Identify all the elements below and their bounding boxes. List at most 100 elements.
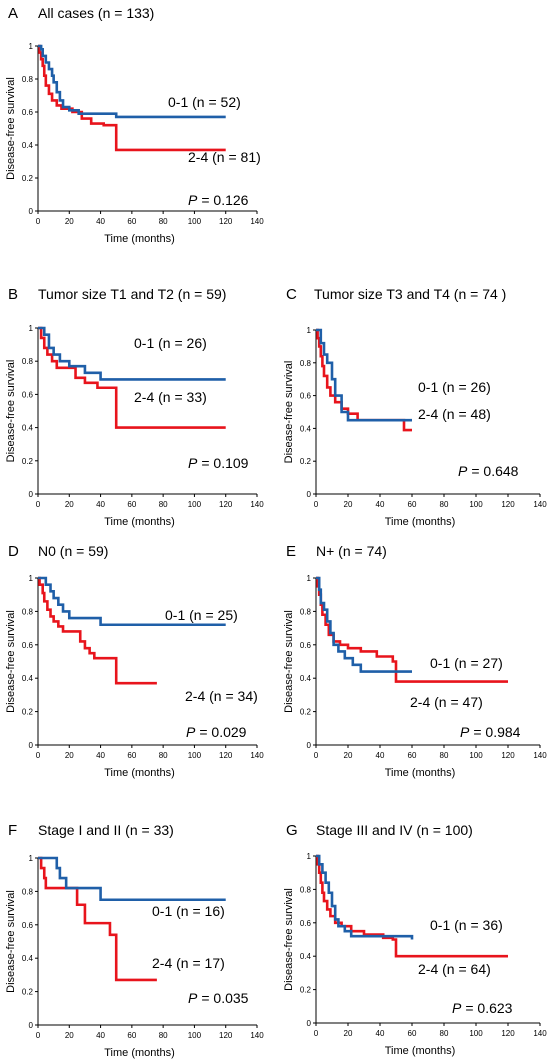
- p-value-symbol: P: [452, 1000, 462, 1016]
- y-axis-label: Disease-free survival: [283, 610, 295, 713]
- p-value: P = 0.109: [188, 455, 249, 471]
- panel-title: N+ (n = 74): [316, 543, 387, 559]
- x-tick-label: 40: [376, 1029, 385, 1038]
- y-tick-label: 1: [29, 854, 34, 863]
- panel-title: All cases (n = 133): [38, 5, 154, 21]
- y-tick-label: 0.6: [22, 641, 34, 650]
- p-value-number: = 0.109: [201, 455, 248, 471]
- x-tick-label: 60: [408, 751, 417, 760]
- y-tick-label: 0.6: [300, 641, 312, 650]
- x-tick-label: 80: [440, 751, 449, 760]
- survival-curve-score-0-1: [38, 856, 226, 902]
- y-axis-label: Disease-free survival: [283, 361, 295, 464]
- x-tick-label: 40: [376, 500, 385, 509]
- p-value: P = 0.126: [188, 192, 249, 208]
- x-axis-label: Time (months): [104, 516, 175, 528]
- panel-b: B Tumor size T1 and T2 (n = 59) 0 0.2 0.4 0.6…: [5, 286, 264, 528]
- p-value-number: = 0.029: [199, 724, 246, 740]
- x-tick-label: 20: [344, 751, 353, 760]
- series-label: 2-4 (n = 17): [152, 955, 225, 971]
- x-tick-label: 40: [96, 217, 105, 226]
- y-tick-label: 0.8: [22, 607, 34, 616]
- p-value-symbol: P: [460, 724, 470, 740]
- y-tick-label: 0.2: [22, 174, 34, 183]
- survival-curve-score-2-4: [316, 854, 508, 958]
- y-axis-label: Disease-free survival: [283, 888, 295, 991]
- panel-letter: A: [8, 5, 18, 22]
- x-tick-label: 120: [219, 1031, 233, 1040]
- x-tick-label: 20: [65, 751, 74, 760]
- x-tick-label: 100: [188, 1031, 202, 1040]
- x-axis-label: Time (months): [104, 1047, 175, 1059]
- p-value-symbol: P: [188, 192, 198, 208]
- series-label: 0-1 (n = 26): [418, 379, 491, 395]
- x-tick-label: 120: [501, 1029, 515, 1038]
- x-tick-label: 140: [250, 217, 264, 226]
- survival-curve-score-2-4: [38, 856, 157, 982]
- survival-curve-score-0-1: [38, 576, 226, 627]
- x-tick-label: 140: [533, 751, 547, 760]
- x-tick-label: 80: [159, 217, 168, 226]
- panel-title: Tumor size T1 and T2 (n = 59): [38, 286, 226, 302]
- p-value-number: = 0.623: [465, 1000, 512, 1016]
- y-tick-label: 0.2: [300, 708, 312, 717]
- panel-letter: G: [286, 822, 298, 839]
- x-tick-label: 120: [219, 751, 233, 760]
- x-tick-label: 60: [408, 500, 417, 509]
- x-tick-label: 0: [36, 751, 41, 760]
- panel-title: Stage III and IV (n = 100): [316, 822, 473, 838]
- y-axis-label: Disease-free survival: [5, 77, 17, 180]
- y-tick-label: 0.4: [22, 954, 34, 963]
- panel-e: E N+ (n = 74) 0 0.2 0.4 0.6 0.8 1 0 20 40 60 80 100 12…: [283, 543, 547, 779]
- p-value: P = 0.648: [458, 463, 519, 479]
- p-value: P = 0.035: [188, 990, 249, 1006]
- x-tick-label: 140: [250, 751, 264, 760]
- y-tick-label: 0.2: [22, 457, 34, 466]
- x-axis-label: Time (months): [385, 516, 456, 528]
- x-tick-label: 20: [344, 1029, 353, 1038]
- p-value: P = 0.984: [460, 724, 521, 740]
- x-tick-label: 100: [469, 1029, 483, 1038]
- x-tick-label: 100: [188, 500, 202, 509]
- y-tick-label: 0.4: [22, 424, 34, 433]
- x-tick-label: 40: [96, 500, 105, 509]
- series-label: 2-4 (n = 64): [418, 961, 491, 977]
- y-tick-label: 0.8: [22, 357, 34, 366]
- y-tick-label: 0.2: [22, 988, 34, 997]
- x-axis-label: Time (months): [385, 767, 456, 779]
- y-tick-label: 0.4: [300, 952, 312, 961]
- y-tick-label: 0.4: [22, 674, 34, 683]
- y-tick-label: 0.8: [300, 885, 312, 894]
- x-axis-label: Time (months): [104, 233, 175, 245]
- x-tick-label: 140: [533, 500, 547, 509]
- y-tick-label: 1: [29, 324, 34, 333]
- x-tick-label: 20: [65, 217, 74, 226]
- y-tick-label: 0.6: [22, 390, 34, 399]
- x-tick-label: 80: [159, 751, 168, 760]
- p-value-number: = 0.984: [473, 724, 520, 740]
- y-tick-label: 1: [29, 574, 34, 583]
- series-label: 0-1 (n = 16): [152, 903, 225, 919]
- x-tick-label: 20: [65, 500, 74, 509]
- y-tick-label: 0: [29, 1021, 34, 1030]
- survival-curve-score-0-1: [38, 44, 226, 119]
- x-tick-label: 20: [344, 500, 353, 509]
- x-axis-label: Time (months): [385, 1045, 456, 1057]
- panel-letter: B: [8, 286, 18, 303]
- y-axis-label: Disease-free survival: [5, 610, 17, 713]
- series-label: 2-4 (n = 33): [134, 389, 207, 405]
- panel-letter: C: [286, 286, 297, 303]
- x-tick-label: 40: [96, 1031, 105, 1040]
- x-tick-label: 20: [65, 1031, 74, 1040]
- x-tick-label: 120: [501, 751, 515, 760]
- x-tick-label: 80: [440, 500, 449, 509]
- x-tick-label: 0: [36, 1031, 41, 1040]
- x-tick-label: 100: [188, 751, 202, 760]
- panel-c: C Tumor size T3 and T4 (n = 74 ) 0 0.2 0.4 0.…: [283, 286, 547, 528]
- y-tick-label: 0.6: [300, 392, 312, 401]
- survival-curve-score-0-1: [38, 326, 226, 381]
- y-tick-label: 0.4: [300, 424, 312, 433]
- y-tick-label: 0.6: [300, 919, 312, 928]
- x-tick-label: 120: [219, 217, 233, 226]
